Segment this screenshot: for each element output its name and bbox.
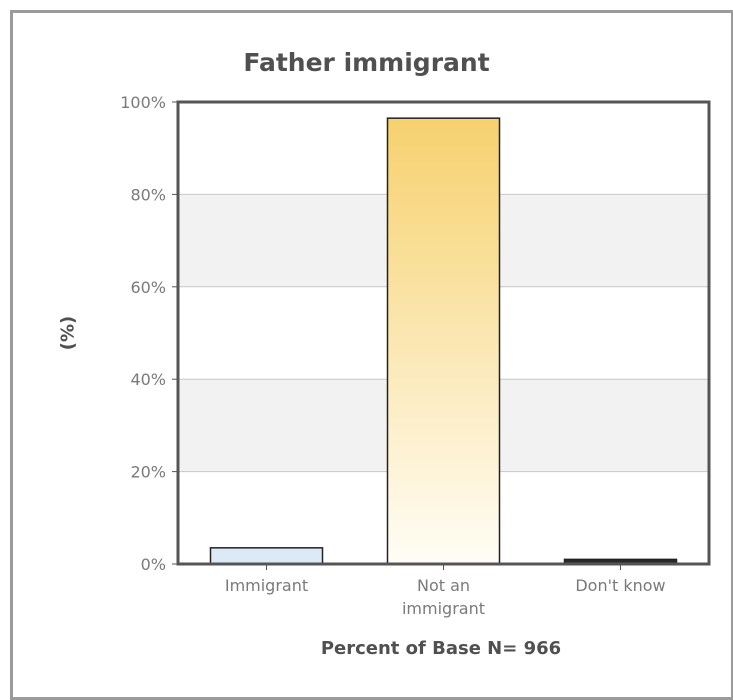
x-tick-label: Not an [417,576,470,595]
bar-immigrant [209,547,324,565]
x-tick-label: Don't know [575,576,665,595]
y-tick-label: 100% [120,93,166,112]
y-tick-label: 80% [130,185,166,204]
y-tick-label: 40% [130,370,166,389]
y-tick-label: 60% [130,278,166,297]
plot-area-border [176,100,711,566]
chart-frame [10,10,733,700]
y-tick-label: 20% [130,463,166,482]
bar-not-an-immigrant [386,117,501,565]
x-tick-label: Immigrant [225,576,308,595]
x-tick-label: immigrant [402,599,485,618]
x-axis-title: Percent of Base N= 966 [320,638,562,659]
chart-title: Father immigrant [243,48,490,77]
y-tick-label: 0% [141,555,166,574]
